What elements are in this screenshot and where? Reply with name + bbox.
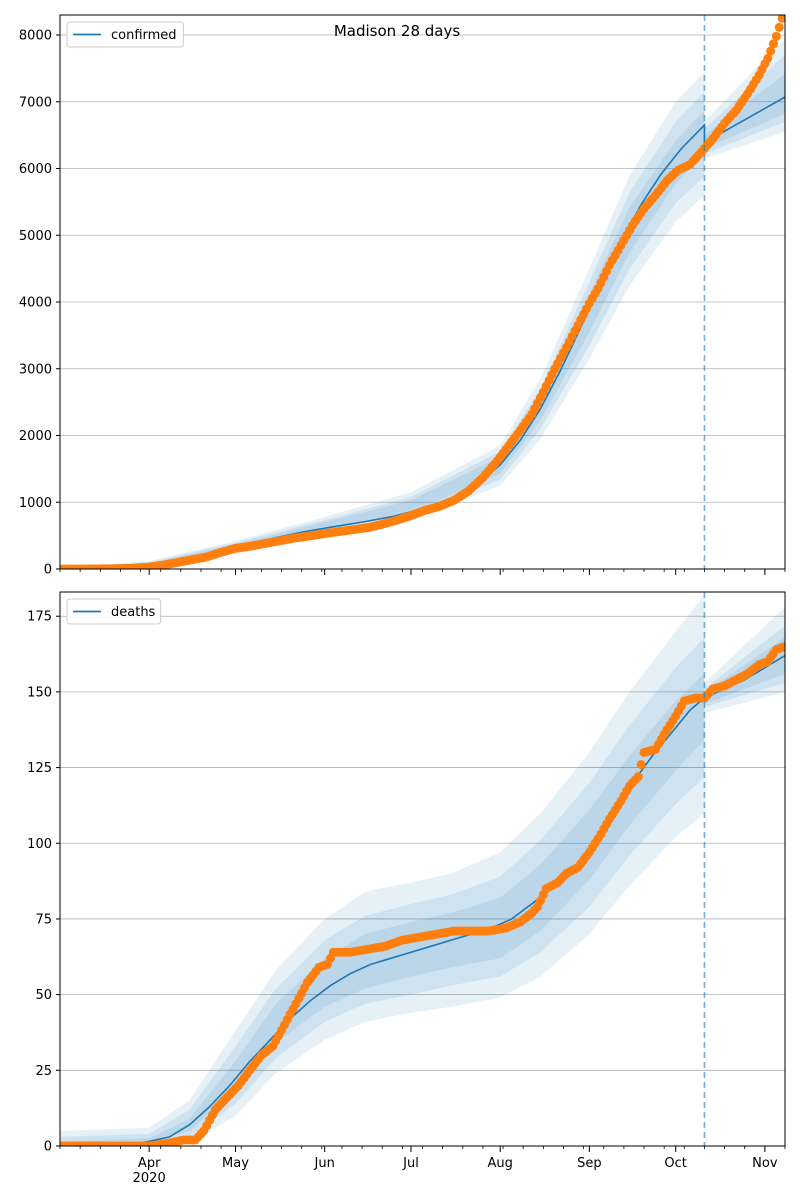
x-year-label: 2020 bbox=[133, 1171, 166, 1186]
x-tick-label: Jun bbox=[314, 1156, 335, 1171]
legend-box bbox=[66, 21, 184, 48]
observed-point bbox=[768, 39, 778, 49]
confidence-band bbox=[60, 595, 785, 1146]
observed-point bbox=[633, 772, 643, 782]
y-tick-label: 3000 bbox=[19, 362, 52, 377]
y-tick-label: 0 bbox=[44, 563, 52, 578]
observed-point bbox=[774, 22, 784, 32]
x-tick-label: Apr bbox=[138, 1156, 161, 1171]
legend-label: confirmed bbox=[111, 28, 177, 43]
y-tick-label: 0 bbox=[44, 1140, 52, 1155]
y-tick-label: 8000 bbox=[19, 29, 52, 44]
y-tick-label: 75 bbox=[35, 912, 52, 927]
deaths-panel: 0 25 50 75 100 125 150 175 Apr May Jun Jul Aug Sep Oct… bbox=[27, 591, 786, 1186]
x-tick-label: Jul bbox=[402, 1156, 419, 1171]
y-tick-label: 100 bbox=[27, 837, 52, 852]
x-tick-label: Sep bbox=[577, 1156, 602, 1171]
x-tick-label: Nov bbox=[752, 1156, 778, 1171]
legend-box bbox=[66, 598, 162, 625]
y-tick-label: 150 bbox=[27, 685, 52, 700]
y-tick-label: 25 bbox=[35, 1064, 52, 1079]
observed-point bbox=[777, 15, 785, 23]
y-tick-label: 6000 bbox=[19, 162, 52, 177]
confirmed-panel: 0 1000 2000 3000 4000 5000 6000 7000 8000 confirm… bbox=[19, 14, 786, 578]
y-tick-label: 1000 bbox=[19, 496, 52, 511]
observed-point bbox=[780, 641, 785, 651]
observed-point bbox=[771, 31, 781, 41]
model-line-deaths bbox=[60, 654, 785, 1146]
y-tick-label: 7000 bbox=[19, 95, 52, 110]
legend-label: deaths bbox=[111, 605, 156, 620]
x-tick-label: Oct bbox=[664, 1156, 686, 1171]
chart-title: Madison 28 days bbox=[334, 22, 461, 40]
x-tick-label: Aug bbox=[487, 1156, 512, 1171]
y-tick-label: 4000 bbox=[19, 296, 52, 311]
observed-point bbox=[763, 53, 773, 63]
y-tick-label: 175 bbox=[27, 610, 52, 625]
y-tick-label: 5000 bbox=[19, 229, 52, 244]
observed-point bbox=[766, 46, 776, 56]
y-tick-label: 50 bbox=[35, 988, 52, 1003]
x-tick-label: May bbox=[222, 1156, 249, 1171]
observed-point bbox=[636, 760, 646, 770]
plot-area bbox=[60, 595, 785, 1146]
y-tick-label: 2000 bbox=[19, 429, 52, 444]
y-tick-label: 125 bbox=[27, 761, 52, 776]
